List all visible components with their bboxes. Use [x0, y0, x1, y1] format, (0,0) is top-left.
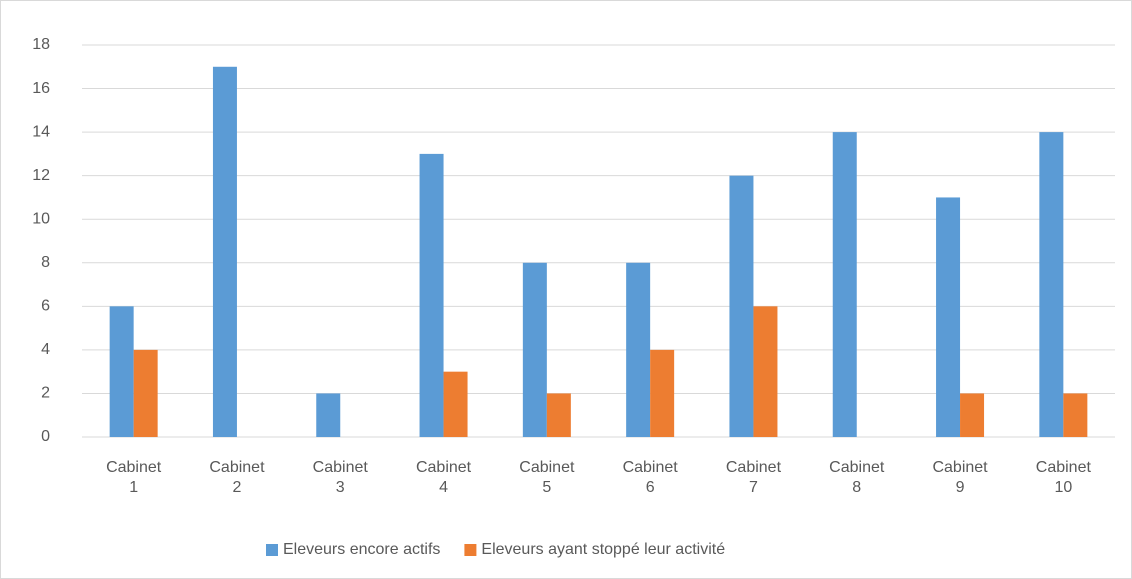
y-tick-label: 10: [32, 210, 50, 227]
x-tick-label: Cabinet 4: [415, 459, 472, 496]
bar: [626, 262, 651, 437]
bar: [650, 349, 675, 437]
bar: [443, 371, 468, 437]
bar: [419, 153, 444, 437]
x-tick-label: Cabinet 2: [209, 459, 265, 496]
bar: [546, 393, 571, 437]
bar: [753, 306, 778, 437]
bar: [316, 393, 341, 437]
y-tick-label: 6: [41, 298, 50, 315]
bar: [522, 262, 547, 437]
legend-label: Eleveurs ayant stoppé leur activité: [481, 541, 725, 558]
y-tick-label: 12: [32, 167, 50, 184]
x-tick-label: Cabinet 6: [622, 459, 678, 496]
x-tick-label: Cabinet 10: [1035, 459, 1091, 496]
bar: [1063, 393, 1088, 437]
bar: [729, 175, 754, 437]
x-tick-label: Cabinet 5: [519, 459, 575, 496]
y-tick-label: 18: [32, 36, 50, 53]
bar: [936, 197, 961, 437]
legend-swatch: [266, 544, 278, 556]
x-tick-label: Cabinet 8: [829, 459, 885, 496]
x-tick-label: Cabinet 1: [106, 459, 162, 496]
bar: [1039, 132, 1064, 437]
bar: [212, 66, 237, 438]
bar: [109, 306, 134, 437]
y-tick-label: 16: [32, 80, 50, 97]
y-tick-label: 14: [32, 123, 50, 140]
legend-label: Eleveurs encore actifs: [283, 541, 440, 558]
x-tick-label: Cabinet 3: [312, 459, 368, 496]
bar: [133, 349, 158, 437]
x-tick-label: Cabinet 7: [725, 459, 782, 496]
bar: [960, 393, 985, 437]
y-tick-label: 2: [41, 385, 50, 402]
legend-swatch: [464, 544, 477, 556]
y-tick-label: 0: [41, 428, 50, 445]
y-tick-label: 8: [41, 254, 50, 271]
bar: [832, 132, 857, 437]
x-tick-label: Cabinet 9: [932, 459, 988, 496]
y-tick-label: 4: [41, 341, 50, 358]
